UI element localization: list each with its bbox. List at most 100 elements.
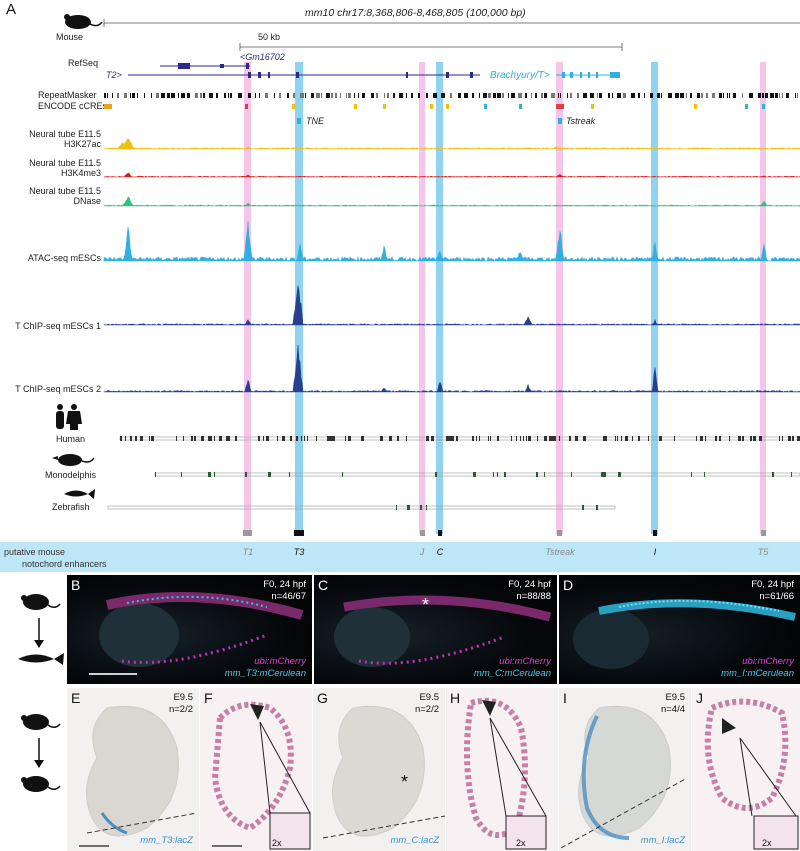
monodelphis-label: Monodelphis — [45, 470, 97, 480]
human-label: Human — [56, 434, 85, 444]
zoom-f: 2x — [272, 838, 282, 848]
embryo-b — [89, 592, 304, 675]
panel-letter-c: C — [318, 577, 329, 593]
enhancer-label-i: I — [654, 547, 657, 557]
chip2-label: T ChIP-seq mESCs 2 — [15, 384, 101, 394]
panel-g: * G E9.5 n=2/2 mm_C:lacZ — [313, 688, 445, 851]
tstreak-box — [558, 118, 562, 124]
asterisk-g: * — [401, 772, 408, 792]
mouse-label: Mouse — [56, 32, 83, 42]
stage-i: E9.5 n=4/4 — [660, 692, 685, 715]
monodelphis-conservation-track — [154, 472, 800, 477]
panel-j: 2x J — [692, 688, 800, 851]
enhancer-label-t3: T3 — [294, 547, 305, 557]
repeatmasker-track — [104, 93, 798, 98]
tne-box — [297, 118, 301, 124]
panel-h: 2x H — [446, 688, 558, 851]
enhancer-label-t1: T1 — [243, 547, 254, 557]
panel-letter-j: J — [696, 690, 703, 706]
h3k4me3-label-1: Neural tube E11.5 — [29, 158, 101, 168]
asterisk-c: * — [422, 595, 429, 615]
chip1-signal — [103, 285, 800, 326]
highlight-j — [419, 62, 425, 534]
panel-letter-a: A — [6, 1, 16, 18]
enhancer-label-t5: T5 — [758, 547, 769, 557]
h3k27ac-signal — [103, 138, 800, 150]
panel-letter-b: B — [71, 577, 81, 593]
embryo-g: * — [322, 705, 445, 839]
enhancer-label-j: J — [419, 547, 425, 557]
coordinates-text: mm10 chr17:8,368,806-8,468,805 (100,000 … — [305, 7, 526, 19]
caption-d: ubi:mCherry mm_I:mCerulean — [721, 656, 794, 679]
zoom-h: 2x — [516, 838, 526, 848]
h3k4me3-label-2: H3K4me3 — [61, 168, 101, 178]
zebrafish-conservation-track — [107, 505, 616, 510]
tne-label: TNE — [306, 116, 325, 126]
panel-letter-i: I — [563, 690, 567, 706]
enhancer-label-c: C — [437, 547, 444, 557]
repeatmasker-label: RepeatMasker — [38, 90, 97, 100]
embryo-d — [573, 599, 796, 669]
atac-label: ATAC-seq mESCs — [28, 253, 102, 263]
embryo-e — [79, 705, 198, 847]
embryo-i — [560, 705, 688, 849]
caption-i: mm_I:lacZ — [640, 835, 685, 846]
h3k27ac-label-2: H3K27ac — [64, 139, 102, 149]
panel-letter-h: H — [450, 690, 461, 706]
highlight-t1 — [244, 62, 251, 534]
h3k27ac-label-1: Neural tube E11.5 — [29, 129, 101, 139]
dnase-label-1: Neural tube E11.5 — [29, 186, 101, 196]
panel-d: D F0, 24 hpf n=61/66 ubi:mCherry mm_I:mCer… — [559, 575, 800, 684]
enhancer-band-label-2: notochord enhancers — [22, 559, 107, 569]
chip1-label: T ChIP-seq mESCs 1 — [15, 321, 101, 331]
section-j: 2x — [704, 698, 799, 850]
panel-letter-f: F — [204, 690, 213, 706]
caption-c: ubi:mCherry mm_C:mCerulean — [473, 656, 551, 679]
panel-b: B F0, 24 hpf n=46/67 ubi:mCherry mm_T3:mCe… — [67, 575, 312, 684]
enhancer-band-label-1: putative mouse — [4, 547, 65, 557]
panel-letter-d: D — [563, 577, 574, 593]
panel-letter-e: E — [71, 690, 81, 706]
zebrafish-label: Zebrafish — [52, 502, 90, 512]
caption-e: mm_T3:lacZ — [140, 835, 193, 846]
caption-g: mm_C:lacZ — [390, 835, 439, 846]
panel-letter-g: G — [317, 690, 328, 706]
panel-i: I E9.5 n=4/4 mm_I:lacZ — [559, 688, 691, 851]
panel-c: * C F0, 24 hpf n=88/88 ubi:mCherry mm_C:mC… — [314, 575, 557, 684]
scale-label: 50 kb — [258, 32, 280, 42]
mouse-to-fish-icon — [18, 594, 64, 665]
stage-e: E9.5 n=2/2 — [168, 692, 193, 715]
zoom-j: 2x — [762, 838, 772, 848]
gm16702-label: <Gm16702 — [240, 52, 285, 62]
h3k4me3-signal — [103, 172, 800, 178]
human-icon — [56, 404, 82, 430]
atac-signal — [103, 220, 800, 262]
stage-c: F0, 24 hpf n=88/88 — [508, 579, 551, 602]
brachyury-label: Brachyury/T> — [490, 70, 550, 81]
tstreak-box-label: Tstreak — [566, 116, 596, 126]
zebrafish-icon — [64, 489, 95, 499]
human-conservation-track — [119, 436, 800, 441]
refseq-label: RefSeq — [68, 58, 98, 68]
panel-f: 2x F — [200, 688, 312, 851]
dnase-label-2: DNase — [73, 196, 101, 206]
enhancer-boxes — [243, 530, 766, 536]
highlight-t5 — [760, 62, 766, 534]
stage-g: E9.5 n=2/2 — [414, 692, 439, 715]
section-h: 2x — [464, 697, 547, 850]
enhancer-labels: T1 T3 J C Tstreak I T5 — [243, 547, 769, 557]
monodelphis-icon — [52, 454, 95, 466]
enhancer-highlights — [244, 62, 766, 534]
highlight-c — [436, 62, 443, 534]
embryo-c: * — [334, 595, 552, 667]
stage-b: F0, 24 hpf n=46/67 — [263, 579, 306, 602]
encode-label: ENCODE cCREs — [38, 101, 108, 111]
panel-e: E E9.5 n=2/2 mm_T3:lacZ — [67, 688, 199, 851]
dnase-signal — [103, 196, 800, 207]
enhancer-band — [0, 542, 800, 572]
t2-label: T2> — [106, 70, 122, 80]
highlight-tstreak — [556, 62, 563, 534]
encode-track — [104, 104, 765, 109]
mouse-to-mouse-icon — [21, 714, 61, 792]
